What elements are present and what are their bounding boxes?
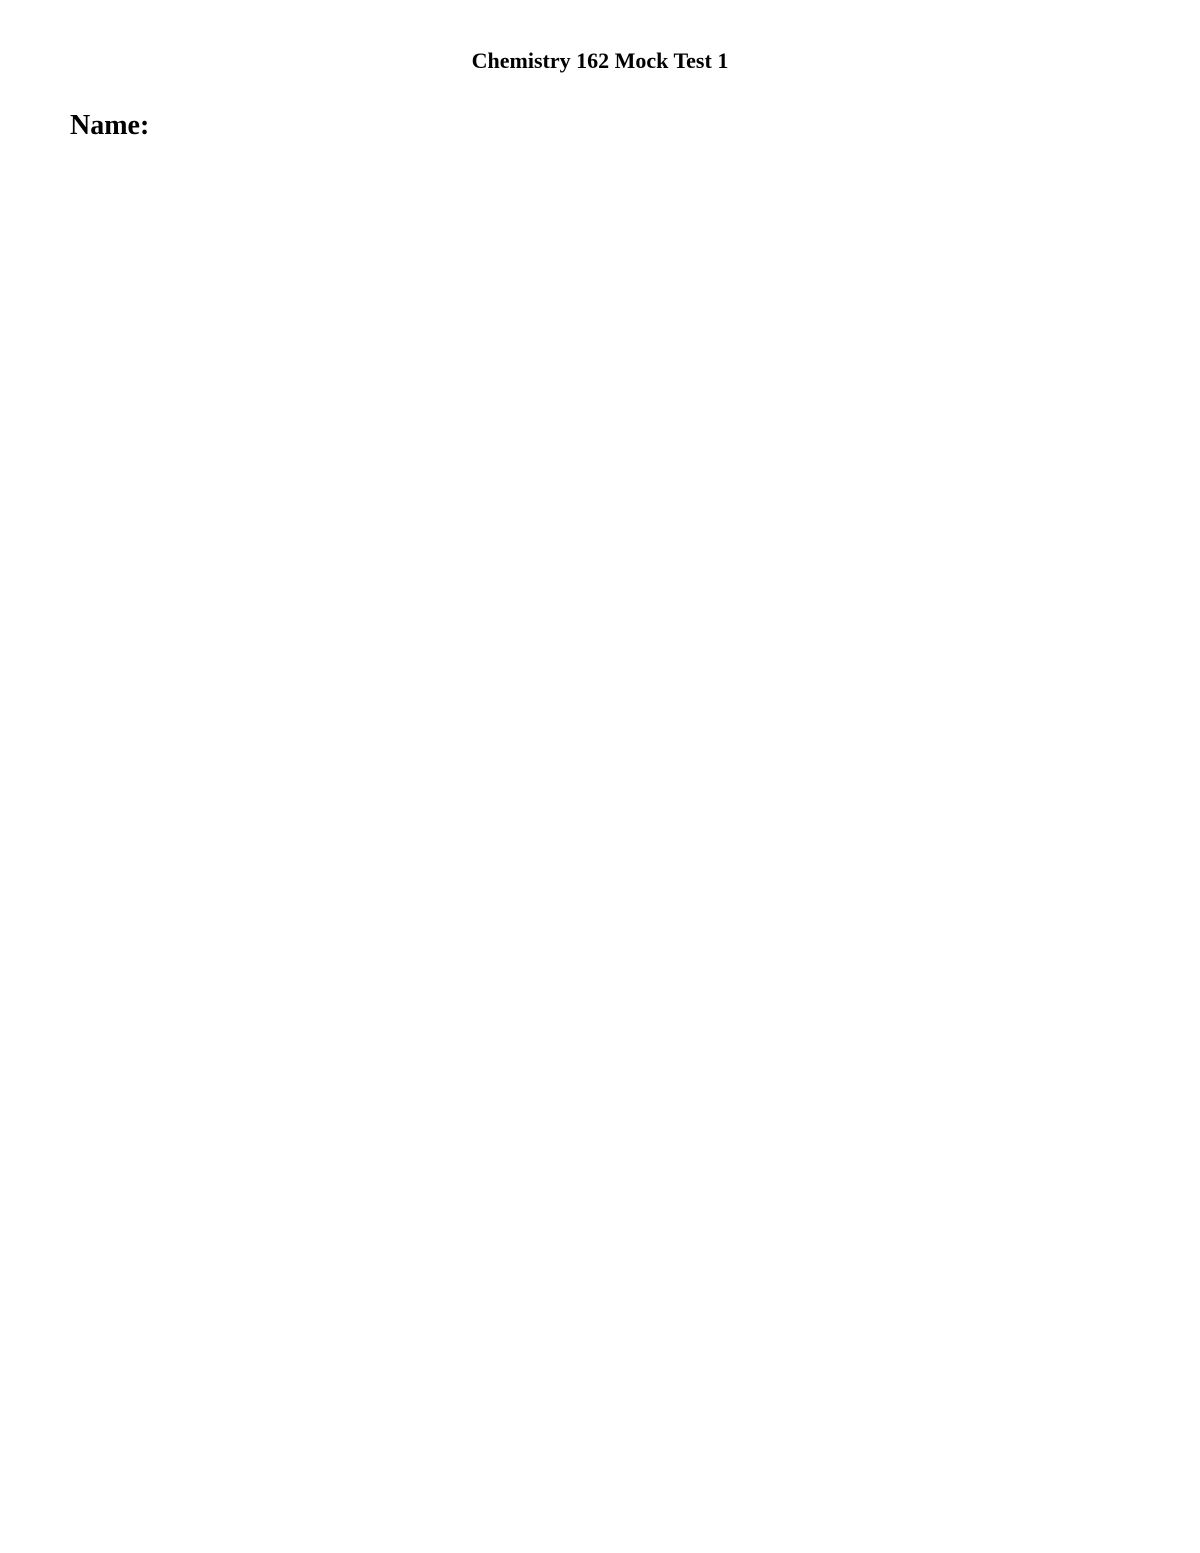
page: Chemistry 162 Mock Test 1 Name: hydrogen… — [0, 0, 1200, 1553]
periodic-table-wrap: hydrogen1H1.0079helium2He4.0026lithium3L… — [50, 160, 1140, 1260]
course-title: Chemistry 162 Mock Test 1 — [0, 48, 1200, 74]
name-label: Name: — [70, 110, 149, 142]
